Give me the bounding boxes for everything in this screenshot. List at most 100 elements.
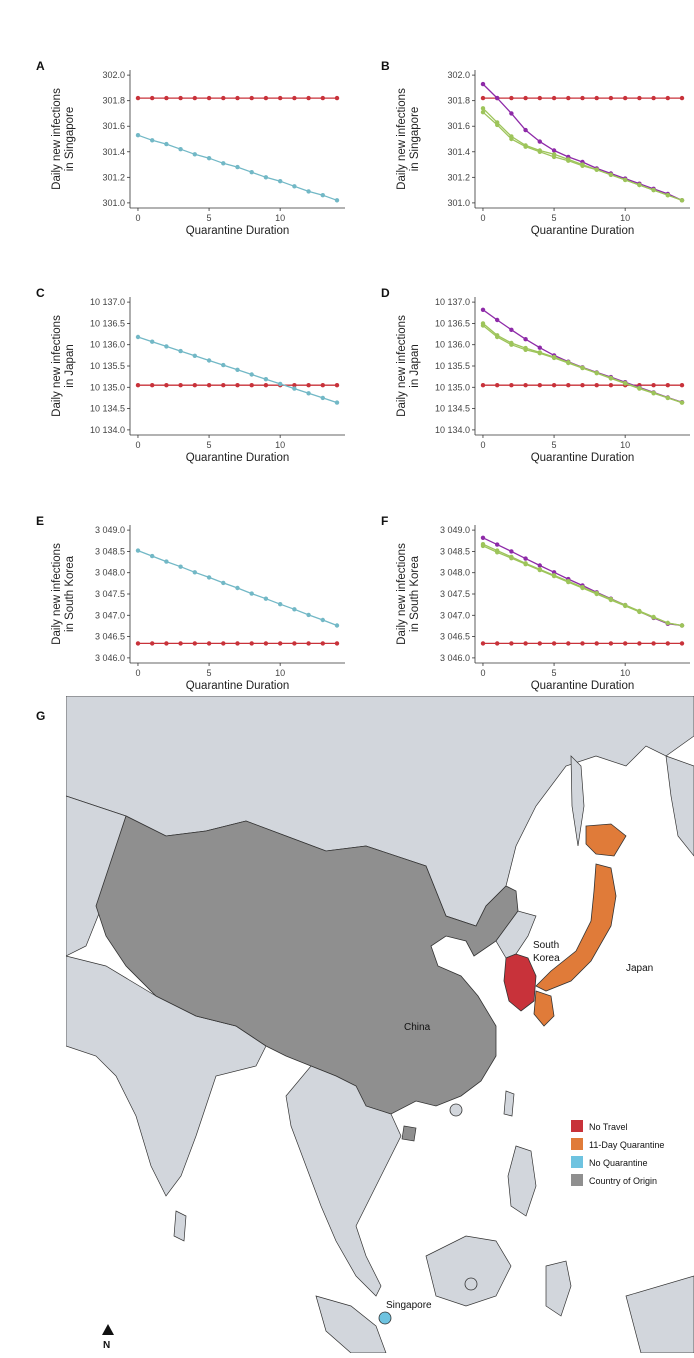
malaysia-marker: [464, 1277, 478, 1291]
data-point: [480, 110, 486, 115]
data-point: [221, 362, 226, 368]
y-tick-label: 10 134.5: [435, 404, 470, 414]
y-tick-label: 302.0: [102, 70, 125, 80]
chart-svg-f: F 3 046.0 3 046.5 3 047.0 3 047.5 3 048.0 3 04…: [381, 514, 690, 692]
data-point: [164, 141, 169, 147]
data-point: [292, 383, 297, 388]
data-point: [551, 148, 557, 153]
y-tick-label: 301.2: [447, 172, 470, 182]
y-tick-label: 10 135.0: [435, 382, 470, 392]
data-point: [334, 400, 340, 405]
y-axis-label-line1: Daily new infections: [396, 315, 408, 417]
y-tick-label: 10 134.0: [435, 425, 470, 435]
y-tick-label: 3 048.5: [440, 546, 470, 556]
data-point: [679, 383, 685, 388]
data-point: [495, 122, 500, 128]
data-point: [608, 641, 614, 646]
x-tick-label: 0: [135, 668, 140, 678]
y-tick-label: 10 134.5: [90, 404, 125, 414]
y-tick-label: 3 047.0: [440, 610, 470, 620]
data-point: [509, 136, 514, 142]
y-axis-label-line1: Daily new infections: [396, 543, 408, 645]
y-tick-label: 301.0: [102, 198, 125, 208]
data-point: [509, 383, 514, 388]
data-point: [608, 597, 614, 603]
data-point: [235, 164, 240, 170]
data-point: [551, 641, 557, 646]
y-tick-label: 301.0: [447, 198, 470, 208]
data-point: [580, 95, 585, 101]
data-point: [206, 156, 212, 161]
data-point: [263, 641, 269, 646]
southeast-asia-landmass: [285, 1065, 402, 1297]
data-point: [235, 95, 240, 101]
chart-svg-d: D 10 134.0 10 134.5 10 135.0 10 135.5 10 136.…: [381, 286, 690, 464]
y-tick-label: 3 046.5: [95, 632, 125, 642]
data-point: [594, 641, 599, 646]
sri-lanka-island: [173, 1210, 187, 1242]
chart-panel-b: B 301.0 301.2 301.4 301.6 301.8 302.0 0 5 10 Quara…: [375, 58, 694, 248]
y-tick-label: 10 134.0: [90, 425, 125, 435]
y-axis-label-line1: Daily new infections: [396, 88, 408, 190]
sulawesi-island: [545, 1260, 572, 1317]
data-point: [164, 344, 169, 349]
x-axis-label: Quarantine Duration: [186, 680, 290, 692]
east-asia-map: China South Korea Japan Singapore No Tra…: [65, 695, 694, 1354]
data-point: [566, 383, 571, 388]
y-tick-label: 10 135.5: [90, 361, 125, 371]
data-point: [206, 358, 212, 363]
data-point: [164, 95, 169, 101]
data-point: [263, 377, 269, 382]
data-point: [235, 641, 240, 646]
data-point: [249, 372, 254, 377]
data-point: [221, 161, 226, 166]
map-legend: No Travel 11-Day Quarantine No Quarantin…: [571, 1120, 664, 1186]
data-point: [306, 383, 311, 388]
data-point: [495, 317, 500, 323]
data-point: [551, 95, 557, 101]
data-point: [594, 591, 599, 597]
y-tick-label: 3 048.0: [440, 568, 470, 578]
chart-svg-e: E 3 046.0 3 046.5 3 047.0 3 047.5 3 048.0 3 04…: [36, 514, 345, 692]
data-point: [178, 383, 183, 388]
y-axis-label-line2: in South Korea: [64, 555, 76, 632]
series-line-green-line: [482, 111, 683, 201]
data-point: [651, 383, 656, 388]
y-tick-label: 10 135.5: [435, 361, 470, 371]
legend-swatch-no-quarantine: [571, 1156, 583, 1168]
x-axis-label: Quarantine Duration: [531, 680, 635, 692]
data-point: [495, 334, 500, 340]
north-arrow-icon: [102, 1324, 114, 1335]
data-point: [608, 172, 614, 177]
x-tick-label: 5: [207, 668, 212, 678]
y-tick-label: 302.0: [447, 70, 470, 80]
x-axis-label: Quarantine Duration: [531, 452, 635, 464]
y-axis-label-line2: in Japan: [409, 344, 421, 387]
data-point: [292, 386, 297, 391]
data-point: [608, 95, 614, 101]
series-line-green-line: [482, 322, 683, 404]
chart-panel-a: A 301.0 301.2 301.4 301.6 301.8 302.0 0 5 10 Quara…: [30, 58, 350, 248]
data-point: [509, 95, 514, 101]
hainan-island: [401, 1125, 417, 1142]
data-point: [278, 641, 283, 646]
y-tick-label: 301.6: [447, 121, 470, 131]
y-tick-label: 10 137.0: [90, 297, 125, 307]
data-point: [249, 641, 254, 646]
data-point: [306, 612, 311, 618]
y-tick-label: 3 047.5: [95, 589, 125, 599]
data-point: [566, 158, 571, 163]
data-point: [523, 95, 528, 101]
x-tick-label: 10: [275, 668, 285, 678]
data-point: [263, 596, 269, 601]
philippines-islands: [507, 1145, 537, 1217]
legend-label-quarantine: 11-Day Quarantine: [589, 1140, 664, 1150]
y-axis-label-line2: in South Korea: [409, 555, 421, 632]
chart-svg-b: B 301.0 301.2 301.4 301.6 301.8 302.0 0 5 10 Quara…: [381, 59, 690, 237]
north-label: N: [103, 1340, 110, 1351]
x-tick-label: 5: [552, 668, 557, 678]
data-point: [523, 383, 528, 388]
data-point: [480, 383, 486, 388]
data-point: [623, 641, 628, 646]
y-axis-label-line1: Daily new infections: [51, 315, 63, 417]
